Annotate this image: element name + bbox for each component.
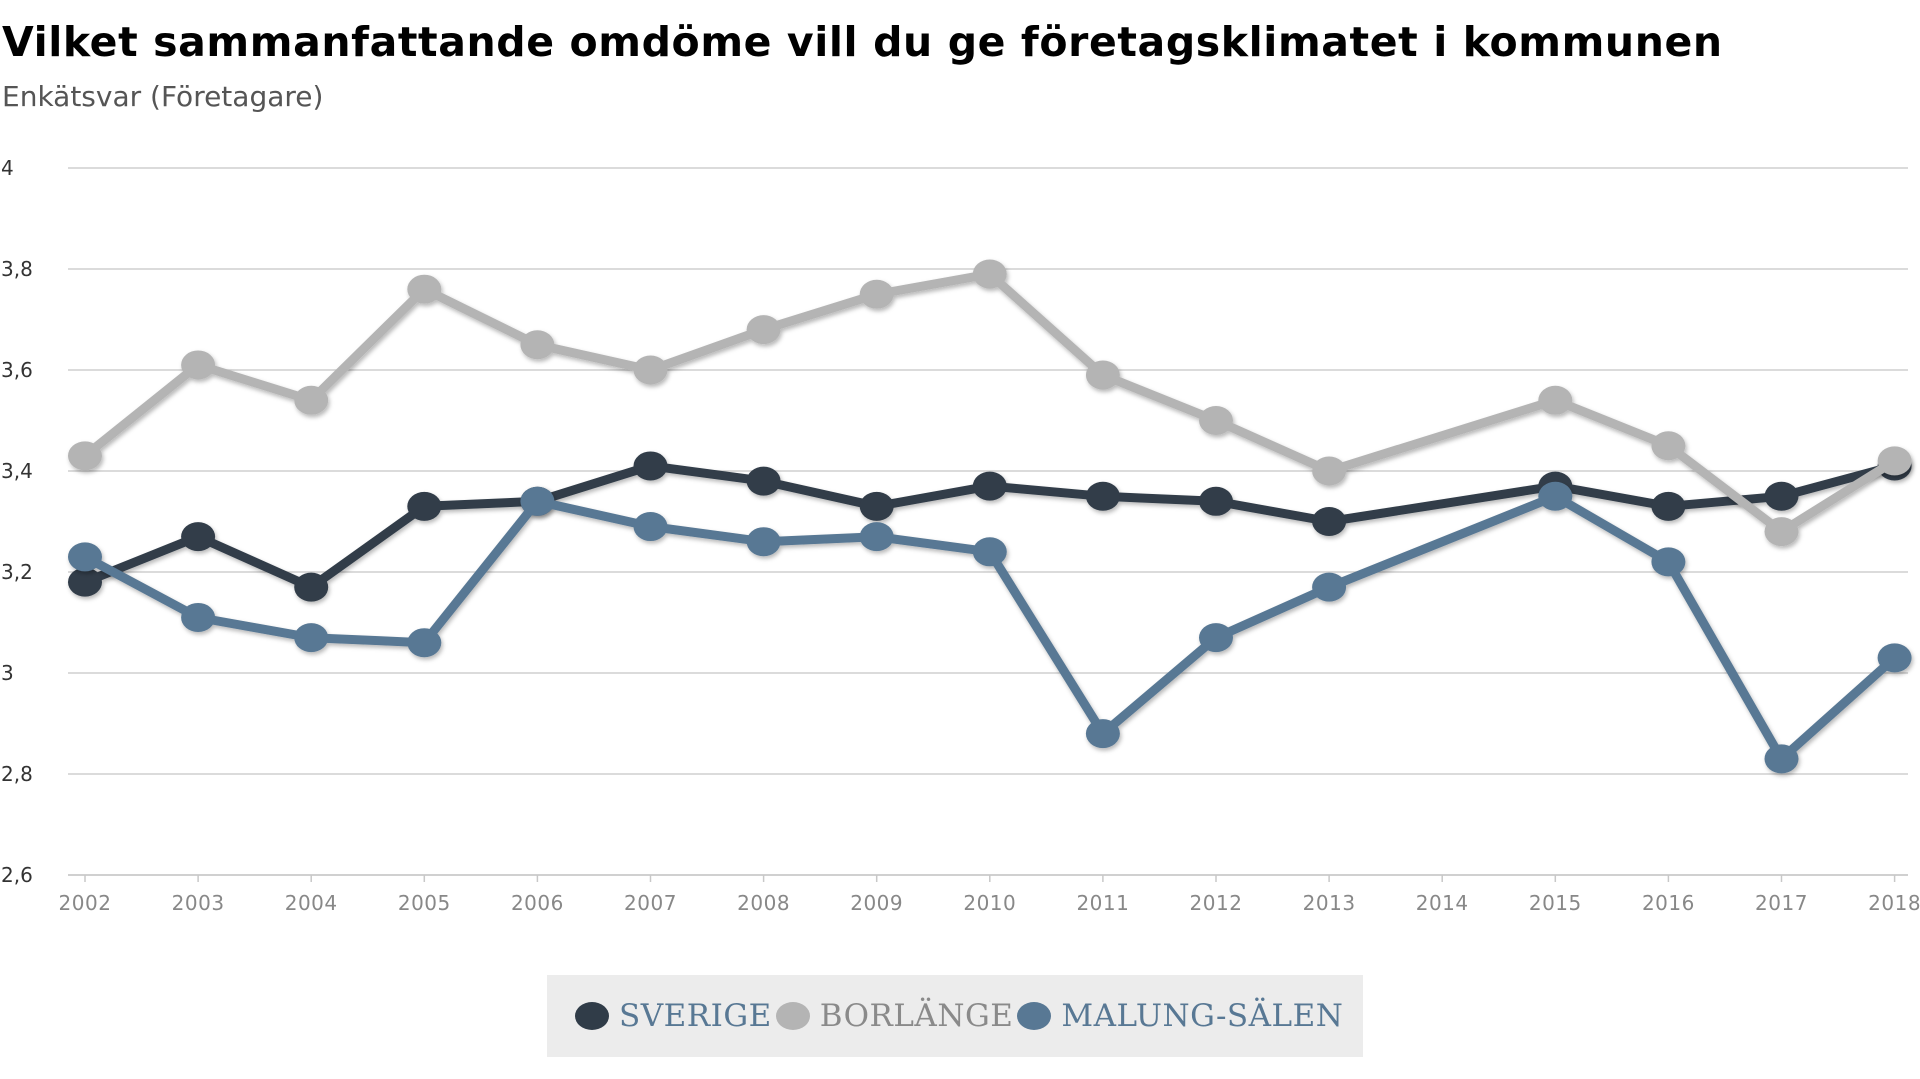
data-point-borlange	[1877, 446, 1912, 476]
data-point-malung-salen	[407, 628, 442, 658]
data-point-sverige	[68, 567, 102, 597]
series-line-borlange	[80, 269, 1900, 537]
data-point-borlange	[1085, 360, 1120, 390]
x-tick-label: 2008	[737, 891, 790, 915]
data-point-malung-salen	[746, 527, 781, 557]
x-tick-label: 2014	[1416, 891, 1469, 915]
data-point-borlange	[68, 441, 102, 471]
y-tick-label: 4	[1, 156, 14, 180]
series-borlange	[68, 259, 1912, 547]
data-point-sverige	[746, 466, 781, 496]
data-point-borlange	[181, 350, 216, 380]
data-point-sverige	[294, 572, 329, 602]
data-point-malung-salen	[1651, 547, 1686, 577]
data-point-borlange	[407, 274, 442, 304]
data-point-borlange	[1651, 431, 1686, 461]
x-tick-label: 2009	[850, 891, 903, 915]
chart-title: Vilket sammanfattande omdöme vill du ge …	[2, 18, 1723, 66]
data-point-malung-salen	[972, 537, 1007, 567]
chart-subtitle: Enkätsvar (Företagare)	[2, 80, 324, 113]
x-tick-label: 2011	[1076, 891, 1129, 915]
series-malung-salen	[68, 481, 1912, 774]
data-point-malung-salen	[1538, 481, 1573, 511]
data-point-malung-salen	[1312, 572, 1347, 602]
data-point-borlange	[746, 315, 781, 345]
data-point-malung-salen	[520, 486, 555, 516]
data-point-malung-salen	[1764, 744, 1799, 774]
data-point-malung-salen	[859, 522, 894, 552]
data-point-sverige	[1312, 507, 1347, 536]
legend-marker	[1017, 1002, 1052, 1030]
line-chart: 2,62,833,23,43,63,84 2002 2003 2004 2005 200…	[1, 156, 1920, 915]
data-point-malung-salen	[1199, 623, 1233, 653]
x-tick-label: 2016	[1642, 891, 1695, 915]
data-point-borlange	[859, 279, 894, 309]
y-axis-labels: 2,6 2,8 3 3,2 3,4 3,6 3,8 4	[1, 156, 33, 887]
series-sverige	[68, 451, 1912, 602]
data-point-borlange	[1199, 406, 1233, 435]
data-point-malung-salen	[68, 542, 102, 572]
data-point-sverige	[1764, 481, 1799, 511]
x-tick-label: 2006	[511, 891, 564, 915]
legend-label: SVERIGE	[619, 998, 772, 1034]
x-tick-label: 2015	[1529, 891, 1582, 915]
series-line-malung-salen	[80, 491, 1900, 764]
x-tick-label: 2007	[624, 891, 677, 915]
data-point-sverige	[972, 471, 1007, 501]
data-point-borlange	[633, 355, 668, 385]
y-tick-label: 2,8	[1, 762, 33, 786]
data-point-sverige	[1199, 486, 1233, 516]
y-tick-label: 3,8	[1, 257, 33, 281]
x-axis: 2002 2003 2004 2005 2006 2007 2008 2009 2010 2011…	[59, 874, 1920, 915]
legend: SVERIGE BORLÄNGE MALUNG-SÄLEN	[547, 975, 1363, 1057]
data-point-malung-salen	[294, 623, 329, 653]
legend-label: BORLÄNGE	[819, 998, 1014, 1034]
data-point-malung-salen	[633, 512, 668, 542]
data-point-malung-salen	[1085, 719, 1120, 749]
x-tick-label: 2013	[1303, 891, 1356, 915]
data-point-borlange	[1538, 385, 1573, 415]
data-point-borlange	[1764, 517, 1799, 547]
data-point-malung-salen	[181, 602, 216, 632]
legend-marker	[775, 1002, 810, 1030]
data-point-borlange	[1312, 456, 1347, 486]
legend-label: MALUNG-SÄLEN	[1061, 998, 1344, 1034]
data-point-malung-salen	[1877, 643, 1912, 673]
legend-marker	[575, 1002, 609, 1030]
series-group	[68, 259, 1912, 774]
data-point-sverige	[181, 522, 216, 552]
data-point-sverige	[407, 491, 442, 521]
data-point-sverige	[633, 451, 668, 481]
x-tick-label: 2018	[1868, 891, 1920, 915]
legend-item[interactable]: BORLÄNGE	[775, 998, 1014, 1034]
data-point-borlange	[972, 259, 1007, 289]
series-line-sverige	[80, 461, 1900, 592]
x-tick-label: 2004	[285, 891, 338, 915]
x-tick-label: 2005	[398, 891, 451, 915]
data-point-sverige	[1651, 491, 1686, 521]
x-tick-label: 2017	[1755, 891, 1808, 915]
y-tick-label: 3	[1, 661, 14, 685]
y-tick-label: 3,2	[1, 560, 33, 584]
x-tick-label: 2010	[963, 891, 1016, 915]
data-point-borlange	[294, 385, 329, 415]
data-point-borlange	[520, 330, 555, 360]
y-tick-label: 3,4	[1, 459, 33, 483]
x-tick-label: 2012	[1190, 891, 1243, 915]
legend-item[interactable]: SVERIGE	[575, 998, 772, 1034]
y-tick-label: 2,6	[1, 863, 33, 887]
y-tick-label: 3,6	[1, 358, 33, 382]
data-point-sverige	[1085, 481, 1120, 511]
x-tick-label: 2003	[172, 891, 225, 915]
legend-item[interactable]: MALUNG-SÄLEN	[1017, 998, 1343, 1034]
data-point-sverige	[859, 491, 894, 521]
x-tick-label: 2002	[59, 891, 112, 915]
